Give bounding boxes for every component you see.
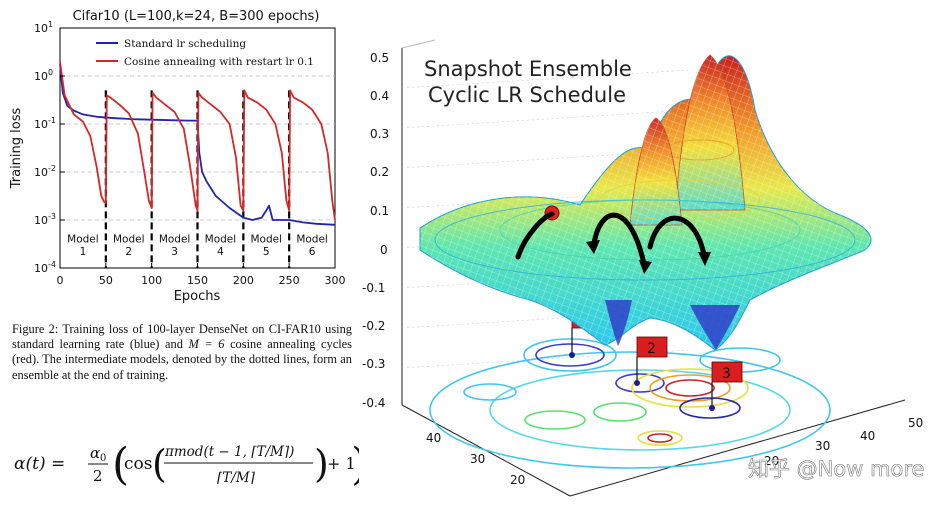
- svg-text:0.1: 0.1: [370, 204, 389, 218]
- x-tick-label: 250: [279, 274, 300, 287]
- x-ticks: 0 50 100 150 200 250 300: [57, 263, 346, 287]
- model-label-name: Model: [296, 234, 328, 246]
- svg-text:40: 40: [426, 431, 441, 445]
- flag-2: 2: [634, 336, 668, 386]
- svg-text:0.4: 0.4: [370, 89, 389, 103]
- model-label-index: 6: [309, 246, 316, 258]
- x-tick-label: 100: [141, 274, 162, 287]
- y-tick-label: 10-1: [34, 116, 56, 131]
- loss-surface-plot: 0.5 0.4 0.3 0.2 0.1 0 -0.1 -0.2 -0.3 -0.…: [362, 39, 925, 497]
- legend-label-cosine: Cosine annealing with restart lr 0.1: [124, 56, 314, 68]
- series-cosine-line: [59, 61, 336, 221]
- model-label-index: 2: [125, 246, 132, 258]
- z-tick-labels: 0.5 0.4 0.3 0.2 0.1 0 -0.1 -0.2 -0.3 -0.…: [362, 51, 389, 410]
- x-tick-labels: 20 30 40 50: [764, 416, 923, 468]
- svg-text:40: 40: [860, 429, 875, 443]
- x-tick-label: 0: [57, 274, 64, 287]
- series-standard-line: [59, 63, 336, 226]
- y-tick-label: 101: [34, 20, 53, 35]
- lr-trajectory-arrows: [515, 211, 707, 267]
- svg-text:0.2: 0.2: [370, 165, 389, 179]
- formula-alpha-fraction: α 0 2: [88, 444, 108, 485]
- legend: Standard lr scheduling Cosine annealing …: [92, 34, 314, 70]
- formula-paren-right: ): [351, 439, 359, 490]
- loss-surface: [419, 54, 872, 351]
- svg-text:20: 20: [764, 454, 779, 468]
- legend-label-standard: Standard lr scheduling: [124, 38, 246, 50]
- chart-title: Cifar10 (L=100,k=24, B=300 epochs): [73, 9, 320, 24]
- x-tick-label: 200: [233, 274, 254, 287]
- surface-title-line2: Cyclic LR Schedule: [428, 83, 626, 107]
- model-label-name: Model: [250, 234, 282, 246]
- svg-text:-0.4: -0.4: [362, 396, 385, 410]
- lr-trajectory-arrowheads: [586, 240, 711, 274]
- svg-text:0.3: 0.3: [370, 127, 389, 141]
- y-tick-label: 10-4: [34, 260, 56, 275]
- paper-left-panel: Cifar10 (L=100,k=24, B=300 epochs) Model…: [0, 0, 360, 506]
- y-tick-labels: 40 30 20: [426, 431, 525, 487]
- formula-cos: cos: [124, 454, 152, 474]
- svg-text:2: 2: [93, 467, 103, 485]
- training-loss-chart: Cifar10 (L=100,k=24, B=300 epochs) Model…: [9, 9, 346, 304]
- model-label-name: Model: [205, 234, 237, 246]
- contour-plot: [429, 338, 831, 469]
- series-layer: [59, 61, 336, 226]
- formula-paren-left: (: [112, 439, 129, 490]
- caption-math: M = 6: [188, 337, 225, 352]
- svg-text:30: 30: [815, 439, 830, 453]
- caption-text-b: cosine annealing cycles (red). The inter…: [12, 337, 352, 382]
- x-tick-label: 50: [99, 274, 113, 287]
- svg-text:0.5: 0.5: [370, 51, 389, 65]
- svg-text:⌈T/M⌉: ⌈T/M⌉: [217, 470, 256, 486]
- model-label-name: Model: [67, 234, 99, 246]
- formula-plus-one: + 1: [327, 454, 356, 473]
- y-tick-label: 10-3: [34, 212, 56, 227]
- svg-text:α: α: [90, 444, 100, 462]
- svg-text:20: 20: [510, 473, 525, 487]
- formula-inner-fraction: πmod(t − 1, ⌈T/M⌉) ⌈T/M⌉: [164, 444, 313, 486]
- model-label-index: 3: [171, 246, 178, 258]
- x-tick-label: 300: [325, 274, 346, 287]
- formula-inner-paren-right: ): [314, 442, 329, 486]
- surface-title-line1: Snapshot Ensemble: [424, 57, 632, 81]
- y-tick-label: 10-2: [34, 164, 56, 179]
- formula-lhs: α(t) =: [14, 454, 65, 474]
- svg-text:-0.3: -0.3: [362, 357, 385, 371]
- svg-text:30: 30: [470, 452, 485, 466]
- model-label-name: Model: [159, 234, 191, 246]
- svg-text:πmod(t − 1, ⌈T/M⌉): πmod(t − 1, ⌈T/M⌉): [164, 444, 294, 460]
- caption-text-a: Training loss of 100-layer DenseNet on C…: [12, 322, 353, 352]
- watermark: 知乎 @Now more: [748, 457, 924, 481]
- x-tick-label: 150: [187, 274, 208, 287]
- y-tick-label: 100: [34, 68, 53, 83]
- flag-3: 3: [709, 361, 743, 411]
- y-axis-label: Training loss: [9, 108, 24, 190]
- lr-formula: α(t) = α 0 2 ( cos ( πmod(t − 1, ⌈T/M⌉) …: [14, 439, 359, 490]
- axes-frame: [401, 39, 906, 497]
- model-label-index: 1: [80, 246, 87, 258]
- model-label-index: 4: [217, 246, 224, 258]
- snapshot-ensemble-figure: 0.5 0.4 0.3 0.2 0.1 0 -0.1 -0.2 -0.3 -0.…: [360, 0, 939, 506]
- svg-text:2: 2: [647, 341, 656, 357]
- model-label-index: 5: [263, 246, 270, 258]
- formula-inner-paren-left: (: [152, 442, 167, 486]
- svg-text:0: 0: [380, 243, 388, 257]
- model-label-name: Model: [113, 234, 145, 246]
- svg-text:-0.1: -0.1: [362, 281, 385, 295]
- x-axis-label: Epochs: [174, 289, 221, 304]
- figure-caption: Figure 2: Training loss of 100-layer Den…: [12, 322, 352, 383]
- svg-text:0: 0: [100, 453, 106, 464]
- caption-label: Figure 2:: [12, 322, 59, 336]
- svg-text:50: 50: [908, 416, 923, 430]
- svg-text:-0.2: -0.2: [362, 319, 385, 333]
- svg-text:3: 3: [722, 366, 731, 382]
